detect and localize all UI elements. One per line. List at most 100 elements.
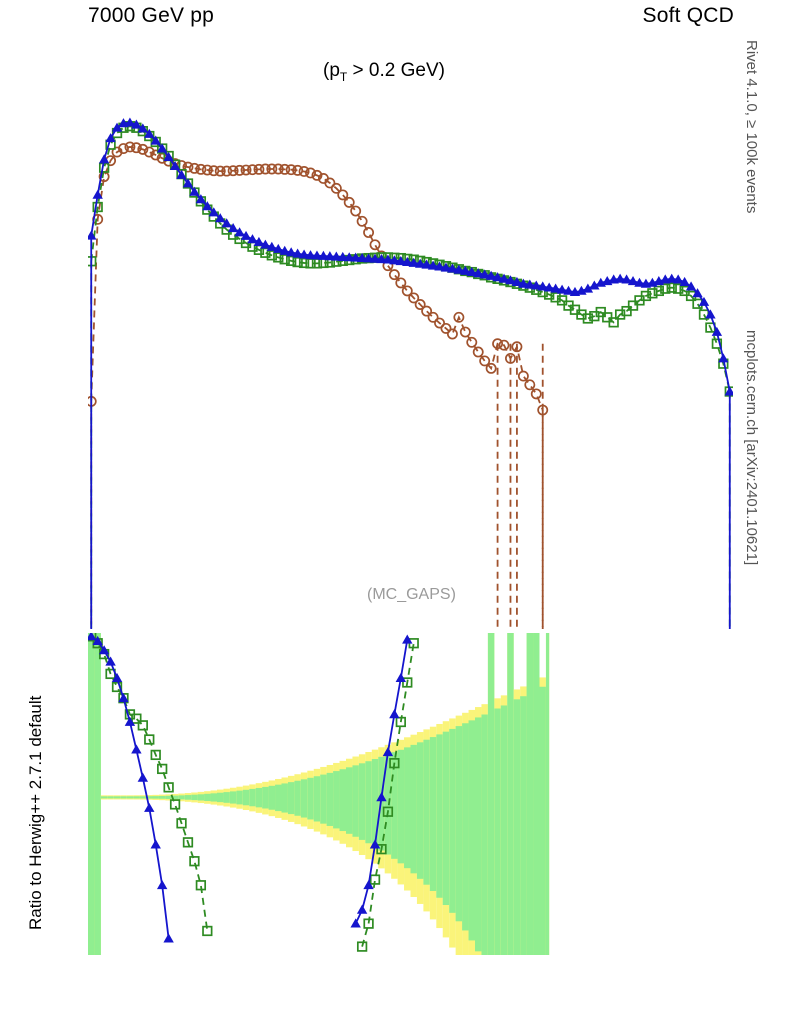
- band-outer: [468, 709, 475, 955]
- band-outer: [384, 744, 392, 874]
- band-inner: [513, 699, 521, 955]
- marker-triangle: [485, 270, 497, 280]
- marker-square: [466, 266, 477, 278]
- marker-square: [473, 268, 484, 280]
- band-inner: [384, 754, 392, 855]
- band-outer: [262, 781, 269, 815]
- marker-triangle: [621, 274, 632, 284]
- band-inner: [158, 795, 166, 799]
- band-outer: [475, 707, 482, 955]
- marker-square: [653, 285, 664, 297]
- band-inner: [397, 749, 405, 864]
- marker-circle: [414, 299, 426, 310]
- marker-square: [195, 880, 207, 891]
- marker-square: [227, 229, 239, 240]
- marker-square: [634, 295, 645, 306]
- band-inner: [210, 793, 217, 802]
- band-inner: [494, 708, 501, 955]
- band-inner: [94, 633, 101, 955]
- marker-square: [144, 734, 155, 745]
- band-outer: [371, 749, 379, 864]
- marker-triangle: [344, 252, 355, 262]
- marker-triangle: [144, 128, 155, 138]
- marker-triangle: [221, 218, 232, 228]
- marker-square: [685, 290, 697, 302]
- band-inner: [333, 771, 340, 829]
- band-outer: [100, 795, 108, 800]
- band-inner: [171, 795, 179, 800]
- band-outer: [378, 747, 385, 869]
- marker-triangle: [382, 747, 394, 757]
- band-inner: [371, 759, 379, 847]
- marker-triangle: [144, 802, 155, 812]
- band-outer: [139, 795, 147, 800]
- marker-circle: [517, 370, 529, 382]
- band-outer: [352, 756, 359, 852]
- marker-square: [569, 304, 581, 315]
- band-outer: [165, 794, 172, 801]
- page-title-left: 7000 GeV pp: [88, 4, 214, 27]
- band-inner: [152, 796, 159, 799]
- marker-circle: [330, 182, 342, 194]
- marker-square: [88, 256, 97, 267]
- marker-triangle: [447, 263, 458, 273]
- marker-triangle: [666, 273, 677, 283]
- band-inner: [242, 789, 250, 806]
- band-outer: [275, 778, 282, 818]
- band-inner: [313, 776, 321, 822]
- marker-circle: [156, 152, 168, 164]
- marker-circle: [388, 269, 400, 281]
- marker-triangle: [131, 119, 142, 129]
- marker-square: [208, 211, 219, 222]
- marker-triangle: [505, 275, 516, 285]
- marker-square: [305, 258, 316, 269]
- band-outer: [333, 762, 340, 841]
- marker-circle: [466, 336, 478, 348]
- marker-circle: [201, 164, 213, 176]
- band-outer: [365, 751, 372, 860]
- marker-triangle: [511, 276, 523, 286]
- band-inner: [113, 796, 121, 799]
- band-outer: [526, 633, 534, 955]
- band-outer: [320, 766, 327, 835]
- marker-triangle: [627, 276, 639, 286]
- band-inner: [462, 723, 469, 931]
- marker-triangle: [118, 118, 129, 128]
- marker-square: [131, 122, 142, 133]
- marker-square: [202, 204, 213, 215]
- marker-triangle: [705, 309, 716, 319]
- marker-triangle: [421, 259, 432, 269]
- band-inner: [378, 756, 385, 851]
- band-inner: [404, 747, 411, 869]
- marker-triangle: [137, 772, 149, 782]
- band-inner: [126, 796, 134, 799]
- marker-circle: [401, 285, 413, 297]
- band-inner: [281, 783, 288, 813]
- marker-square: [556, 295, 568, 306]
- marker-square: [98, 162, 110, 173]
- band-outer: [449, 718, 456, 948]
- marker-circle: [479, 355, 491, 367]
- marker-square: [498, 275, 510, 286]
- marker-triangle: [569, 286, 581, 296]
- marker-circle: [292, 164, 304, 176]
- band-inner: [526, 633, 534, 955]
- band-inner: [262, 786, 269, 809]
- marker-circle: [143, 146, 155, 158]
- marker-circle: [214, 165, 226, 177]
- marker-circle: [395, 277, 407, 289]
- band-outer: [442, 721, 450, 938]
- marker-square: [356, 941, 368, 952]
- marker-triangle: [537, 281, 548, 291]
- band-outer: [242, 785, 250, 811]
- band-inner: [365, 761, 372, 844]
- marker-square: [447, 262, 458, 273]
- marker-triangle: [698, 296, 710, 306]
- marker-triangle: [711, 326, 723, 336]
- marker-square: [531, 284, 542, 295]
- marker-circle: [182, 161, 194, 173]
- marker-square: [563, 300, 574, 311]
- marker-square: [331, 256, 342, 267]
- series-triangle: [88, 117, 733, 629]
- marker-triangle: [453, 264, 465, 274]
